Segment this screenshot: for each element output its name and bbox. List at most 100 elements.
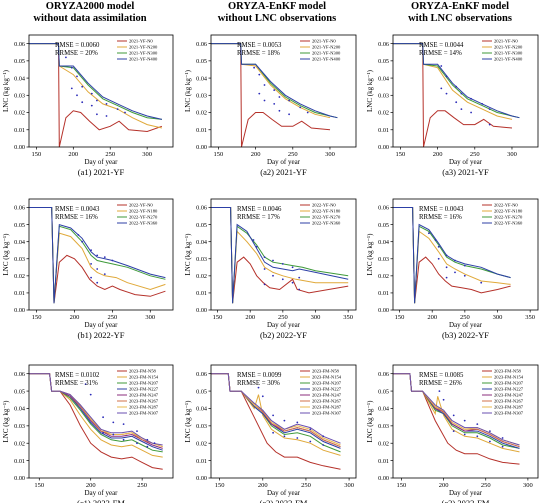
legend-entry: 2022-YF-N360 [494,221,523,226]
panel-a2: 150 200 250 300 0.00 0.01 0.02 0.03 0.04 0.05 0.06… [184,34,357,177]
observation-point [96,281,99,284]
observation-point [263,268,266,270]
y-axis-label: LNC (kg kg⁻¹) [2,69,10,112]
observation-point [452,430,455,432]
column-header-3-line2: with LNC observations [408,13,512,24]
observation-point [281,278,284,281]
legend-entry: 2022-YF-N360 [312,221,341,226]
legend-entry: 2022-YF-N360 [129,221,158,226]
y-tick-label: 0.00 [196,144,207,151]
y-tick-label: 0.04 [14,75,25,82]
observation-point [283,419,286,422]
y-tick-label: 0.05 [378,222,389,229]
series-line-2022-YF-N360 [211,207,349,304]
observation-point [296,437,299,439]
observation-point [273,103,276,105]
observation-point [454,259,456,262]
column-header-1: ORYZA2000 model without data assimilatio… [0,1,180,25]
observation-point [84,383,87,385]
observation-point [488,108,491,110]
y-tick-label: 0.06 [14,371,25,378]
observation-point [428,232,430,235]
y-tick-label: 0.01 [14,458,25,465]
legend-entry: 2023-FM-N307 [129,411,159,416]
observation-point [263,84,266,86]
x-tick-label: 250 [137,482,147,489]
observation-point [76,75,78,78]
plot-frame [392,198,539,311]
panel-caption: (a2) 2021-YF [260,167,307,177]
observation-point [90,263,92,265]
observation-point [111,259,114,262]
observation-point [124,111,126,114]
y-tick-label: 0.02 [14,273,25,280]
observation-point [272,414,274,417]
x-axis-label: Day of year [449,158,483,166]
x-tick-label: 200 [68,151,78,158]
legend-entry: 2021-YF-N200 [494,45,523,50]
observation-point [445,276,448,279]
x-tick-label: 300 [493,314,503,321]
observation-point [480,281,483,284]
y-tick-label: 0.03 [196,423,207,430]
y-tick-label: 0.04 [378,239,389,246]
observation-point [306,111,309,114]
legend-entry: 2023-FM-N58 [312,369,340,374]
observation-point [278,109,281,112]
observation-point [153,442,156,445]
observation-point [488,123,491,126]
x-tick-label: 200 [86,482,96,489]
column-header-3-line1: ORYZA-EnKF model [410,1,510,12]
y-tick-label: 0.06 [378,41,389,48]
observation-point [90,92,93,95]
x-axis-label: Day of year [267,158,301,166]
legend-entry: 2021-YF-N200 [129,45,158,50]
y-tick-label: 0.05 [196,388,207,395]
x-tick-label: 300 [325,151,335,158]
observation-point [81,85,84,88]
rmse-label: RMSE = 0.0043 [55,206,100,213]
y-tick-label: 0.04 [196,406,207,413]
rmse-label: RMSE = 0.0102 [55,372,100,379]
legend-entry: 2021-YF-N400 [312,57,341,62]
legend-entry: 2021-YF-N400 [494,57,523,62]
y-axis-label: LNC (kg kg⁻¹) [184,69,192,112]
observation-point [263,283,266,286]
y-tick-label: 0.04 [196,239,207,246]
observation-point [96,268,99,270]
legend-entry: 2022-YF-N180 [312,209,341,214]
observation-point [288,113,290,116]
y-tick-label: 0.01 [378,290,389,297]
x-tick-label: 150 [395,314,405,321]
x-tick-label: 250 [288,151,298,158]
panel-caption: (a1) 2021-YF [78,167,125,177]
panel-caption: (c2) 2023-FM [260,498,308,503]
panel-a1: 150 200 250 300 0.00 0.01 0.02 0.03 0.04 0.05 0.06… [2,34,174,177]
y-tick-label: 0.05 [14,222,25,229]
observation-point [463,419,466,422]
observation-point [90,104,93,107]
observation-point [463,433,466,436]
x-tick-label: 150 [34,482,44,489]
rrmse-label: RRMSE = 16% [419,214,462,221]
y-tick-label: 0.06 [196,41,207,48]
y-tick-label: 0.01 [14,290,25,297]
x-tick-label: 200 [433,151,443,158]
observation-point [81,101,84,104]
series-line-2022-YF-N180 [393,207,511,304]
observation-point [281,263,284,265]
panel-caption: (a3) 2021-YF [442,167,489,177]
x-tick-label: 200 [427,314,437,321]
observation-point [322,435,325,438]
rmse-label: RMSE = 0.0085 [419,372,464,379]
observation-point [501,437,504,439]
panel-a3: 150 200 250 300 0.00 0.01 0.02 0.03 0.04 0.05 0.06… [366,34,539,177]
observation-point [288,99,290,102]
y-tick-label: 0.01 [378,127,389,134]
observation-point [90,249,92,252]
rrmse-label: RRMSE = 31% [55,380,98,387]
observation-point [96,113,98,116]
plot-frame [392,34,539,148]
y-tick-label: 0.06 [378,371,389,378]
